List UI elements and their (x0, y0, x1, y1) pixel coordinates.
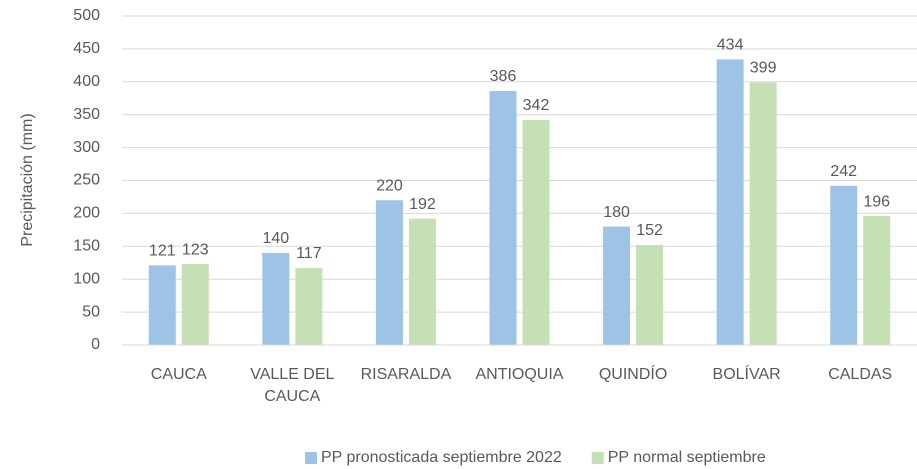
bar (408, 218, 436, 345)
x-tick-label: CAUCA (150, 366, 207, 383)
bar (522, 119, 550, 346)
legend-swatch (591, 452, 604, 464)
y-tick-label: 0 (91, 336, 100, 353)
x-tick-label: QUINDÍO (598, 366, 668, 383)
x-tick-label: RISARALDA (360, 366, 452, 383)
x-tick-label: CALDAS (828, 366, 893, 383)
bar (716, 59, 744, 345)
data-label: 196 (863, 193, 890, 210)
y-tick-label: 500 (73, 7, 100, 24)
y-tick-label: 300 (73, 139, 100, 156)
y-tick-label: 450 (73, 40, 100, 57)
legend-label: PP pronosticada septiembre 2022 (321, 449, 562, 466)
x-tick-label: BOLÍVAR (712, 366, 781, 383)
y-tick-label: 250 (73, 172, 100, 189)
data-label: 180 (603, 204, 630, 221)
legend-label: PP normal septiembre (608, 449, 766, 466)
y-tick-label: 350 (73, 106, 100, 123)
data-label: 121 (149, 243, 176, 260)
x-tick-label: ANTIOQUIA (475, 366, 564, 383)
data-label: 117 (296, 245, 322, 262)
y-tick-label: 200 (73, 205, 100, 222)
bar (181, 264, 209, 345)
bar (262, 252, 290, 345)
data-label: 192 (409, 196, 436, 213)
data-label: 152 (636, 222, 663, 239)
bar (863, 216, 891, 345)
legend-swatch (305, 452, 317, 464)
y-tick-label: 50 (82, 303, 100, 320)
y-tick-label: 100 (73, 270, 100, 287)
bar (749, 82, 777, 345)
x-tick-label: VALLE DEL CAUCA (250, 366, 335, 405)
y-tick-label: 400 (73, 73, 100, 90)
data-label: 386 (490, 68, 517, 85)
data-label: 123 (182, 241, 209, 258)
bar (489, 91, 517, 346)
bar (295, 268, 323, 345)
bar (636, 244, 664, 345)
y-axis-title: Precipitación (mm) (19, 113, 36, 246)
bar (375, 200, 403, 345)
data-label: 220 (376, 177, 403, 194)
data-label: 399 (750, 60, 777, 77)
data-label: 434 (717, 37, 744, 54)
data-label: 242 (830, 163, 857, 180)
data-label: 342 (523, 97, 550, 114)
bar (830, 185, 858, 345)
bar (603, 226, 631, 345)
bar (148, 265, 176, 345)
data-label: 140 (263, 230, 290, 247)
y-tick-label: 150 (73, 238, 100, 255)
